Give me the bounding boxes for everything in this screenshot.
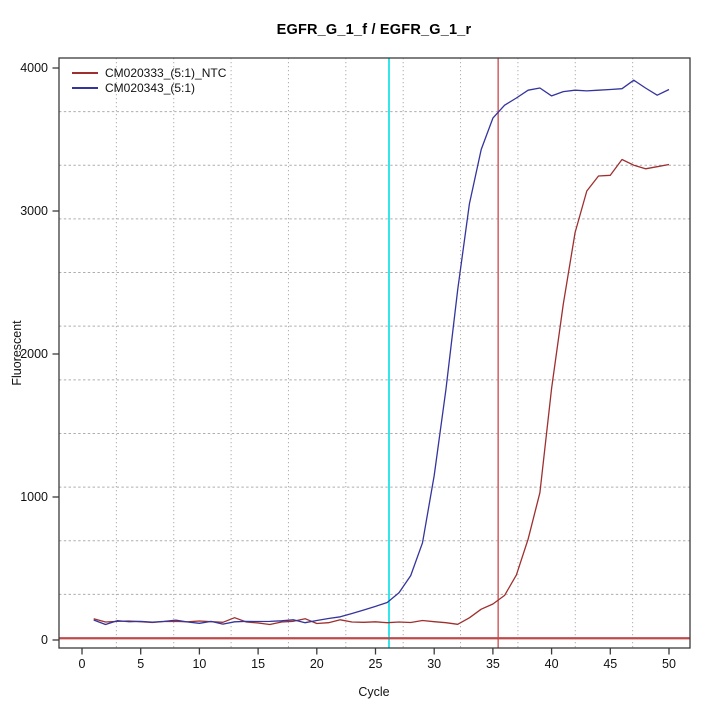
x-axis-tick-label: 20 bbox=[310, 657, 324, 671]
plot-border bbox=[58, 57, 691, 649]
y-axis-tick-label: 0 bbox=[41, 633, 48, 647]
y-axis-title: Fluorescent bbox=[10, 320, 24, 386]
x-axis-title: Cycle bbox=[358, 685, 390, 699]
y-axis-tick-label: 3000 bbox=[20, 204, 48, 218]
x-axis-tick-label: 25 bbox=[369, 657, 383, 671]
legend-label: CM020333_(5:1)_NTC bbox=[105, 66, 227, 81]
legend-entry: CM020333_(5:1)_NTC bbox=[72, 66, 226, 81]
x-axis-tick-label: 35 bbox=[486, 657, 500, 671]
series-line-CM020343_(5:1) bbox=[93, 79, 670, 626]
y-axis-tick-label: 2000 bbox=[20, 347, 48, 361]
x-axis-tick-label: 10 bbox=[192, 657, 206, 671]
x-axis-tick-label: 30 bbox=[427, 657, 441, 671]
x-axis-tick-label: 0 bbox=[79, 657, 86, 671]
y-axis-tick-label: 1000 bbox=[20, 490, 48, 504]
x-axis-tick-label: 15 bbox=[251, 657, 265, 671]
x-axis-tick-label: 50 bbox=[662, 657, 676, 671]
x-axis-tick-label: 45 bbox=[603, 657, 617, 671]
y-axis-tick-label: 4000 bbox=[20, 61, 48, 75]
series-line-CM020333_(5:1)_NTC bbox=[93, 158, 670, 626]
legend-line-swatch-ntc bbox=[72, 72, 98, 75]
legend-entry: CM020343_(5:1) bbox=[72, 81, 226, 96]
legend-line-swatch-sample bbox=[72, 86, 98, 89]
legend: CM020333_(5:1)_NTC CM020343_(5:1) bbox=[72, 66, 226, 95]
x-axis-tick-label: 5 bbox=[137, 657, 144, 671]
x-axis-tick-label: 40 bbox=[545, 657, 559, 671]
chart-title: EGFR_G_1_f / EGFR_G_1_r bbox=[276, 22, 472, 38]
legend-label: CM020343_(5:1) bbox=[105, 80, 196, 95]
